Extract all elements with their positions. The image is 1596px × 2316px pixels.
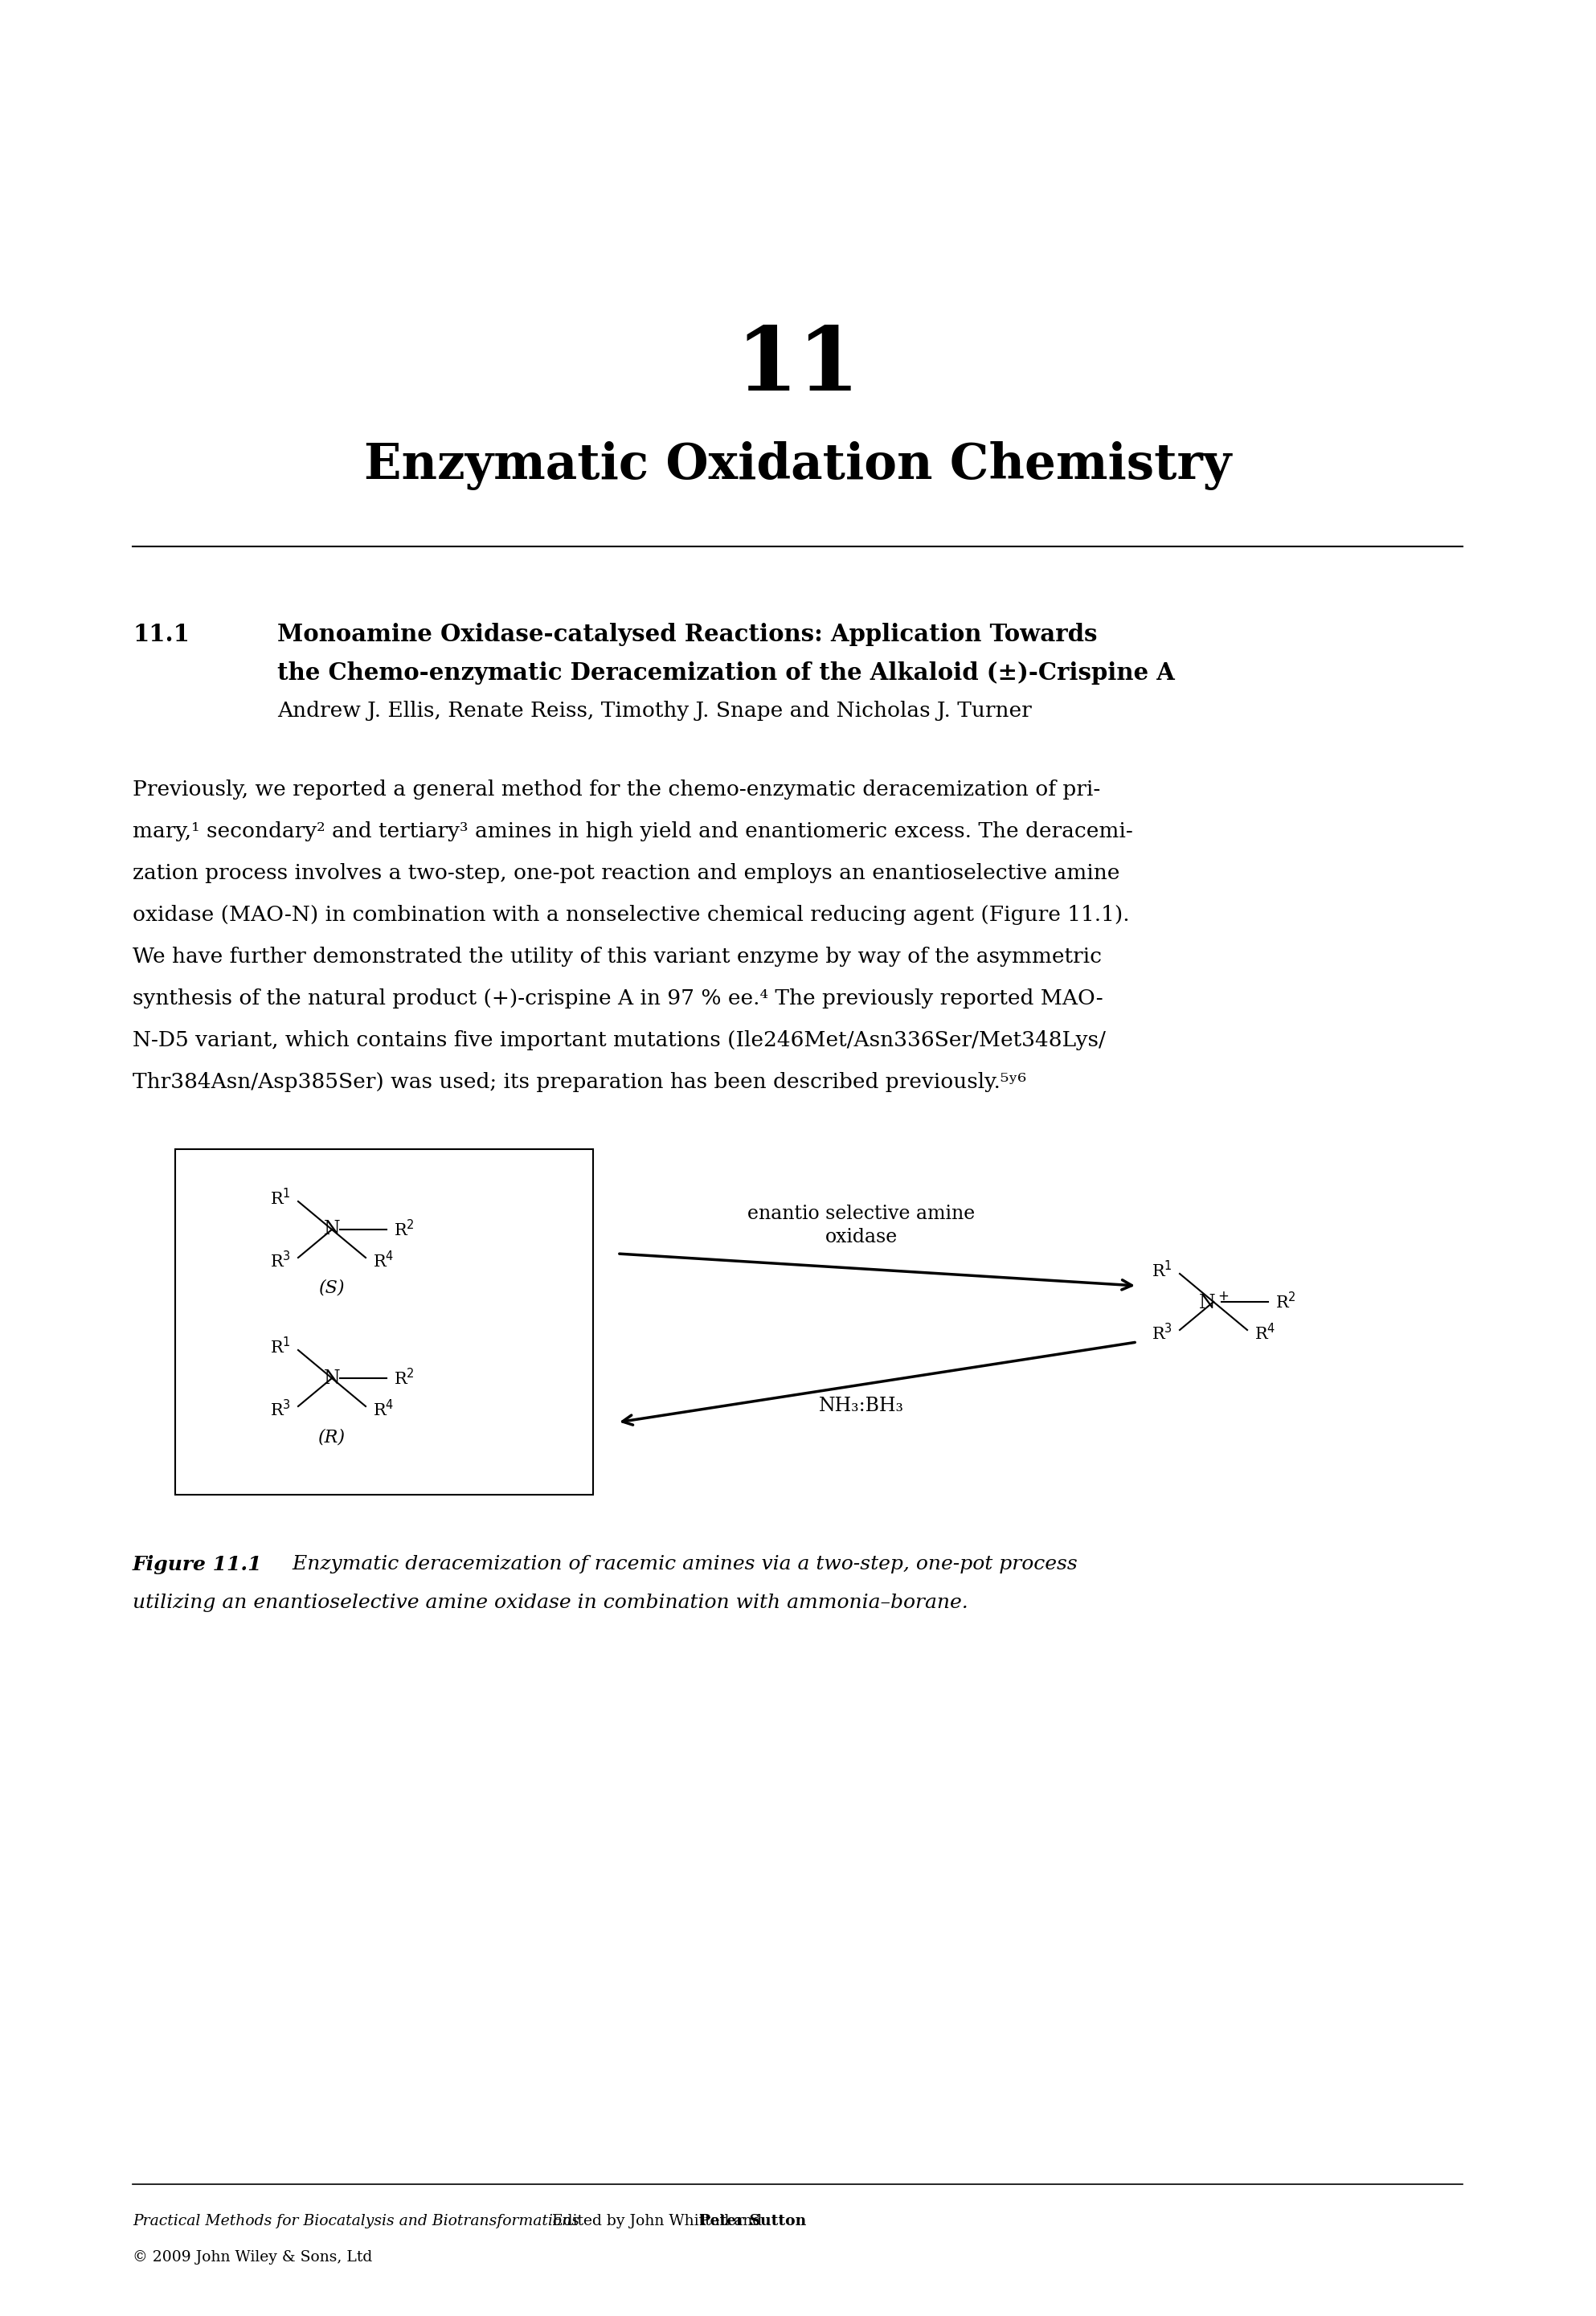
- Text: N$^+$: N$^+$: [1199, 1292, 1229, 1311]
- Text: Enzymatic deracemization of racemic amines via a two-step, one-pot process: Enzymatic deracemization of racemic amin…: [273, 1554, 1077, 1573]
- Text: Peter Sutton: Peter Sutton: [699, 2214, 806, 2228]
- Text: NH₃:BH₃: NH₃:BH₃: [819, 1397, 903, 1415]
- Text: Enzymatic Oxidation Chemistry: Enzymatic Oxidation Chemistry: [364, 442, 1232, 491]
- Text: R$^4$: R$^4$: [373, 1399, 394, 1420]
- Text: (S): (S): [319, 1278, 345, 1297]
- Text: Thr384Asn/Asp385Ser) was used; its preparation has been described previously.⁵ʸ⁶: Thr384Asn/Asp385Ser) was used; its prepa…: [132, 1072, 1026, 1093]
- Text: oxidase (MAO-N) in combination with a nonselective chemical reducing agent (Figu: oxidase (MAO-N) in combination with a no…: [132, 906, 1130, 924]
- Text: R$^4$: R$^4$: [373, 1251, 394, 1271]
- Text: N: N: [324, 1369, 340, 1387]
- Text: N-D5 variant, which contains five important mutations (Ile246Met/Asn336Ser/Met34: N-D5 variant, which contains five import…: [132, 1031, 1106, 1051]
- Text: Figure 11.1: Figure 11.1: [132, 1554, 262, 1575]
- Text: Practical Methods for Biocatalysis and Biotransformations: Practical Methods for Biocatalysis and B…: [132, 2214, 579, 2228]
- Text: 11.1: 11.1: [132, 623, 190, 646]
- Text: R$^1$: R$^1$: [270, 1336, 290, 1357]
- Text: R$^3$: R$^3$: [270, 1251, 290, 1271]
- Text: Previously, we reported a general method for the chemo-enzymatic deracemization : Previously, we reported a general method…: [132, 780, 1100, 799]
- Text: © 2009 John Wiley & Sons, Ltd: © 2009 John Wiley & Sons, Ltd: [132, 2251, 372, 2265]
- Text: N: N: [324, 1221, 340, 1239]
- Text: R$^3$: R$^3$: [270, 1399, 290, 1420]
- Text: enantio selective amine
oxidase: enantio selective amine oxidase: [747, 1204, 975, 1246]
- Text: Andrew J. Ellis, Renate Reiss, Timothy J. Snape and Nicholas J. Turner: Andrew J. Ellis, Renate Reiss, Timothy J…: [278, 702, 1031, 720]
- Text: utilizing an enantioselective amine oxidase in combination with ammonia–borane.: utilizing an enantioselective amine oxid…: [132, 1593, 969, 1612]
- Text: R$^3$: R$^3$: [1152, 1322, 1173, 1343]
- Text: R$^1$: R$^1$: [1152, 1260, 1173, 1281]
- Bar: [176, 1149, 594, 1494]
- Text: We have further demonstrated the utility of this variant enzyme by way of the as: We have further demonstrated the utility…: [132, 947, 1101, 966]
- Text: mary,¹ secondary² and tertiary³ amines in high yield and enantiomeric excess. Th: mary,¹ secondary² and tertiary³ amines i…: [132, 822, 1133, 841]
- Text: synthesis of the natural product (+)-crispine A in 97 % ee.⁴ The previously repo: synthesis of the natural product (+)-cri…: [132, 989, 1103, 1007]
- Text: Monoamine Oxidase-catalysed Reactions: Application Towards: Monoamine Oxidase-catalysed Reactions: A…: [278, 623, 1098, 646]
- Text: R$^2$: R$^2$: [394, 1221, 415, 1239]
- Text: R$^2$: R$^2$: [1275, 1292, 1296, 1311]
- Text: the Chemo-enzymatic Deracemization of the Alkaloid (±)-Crispine A: the Chemo-enzymatic Deracemization of th…: [278, 662, 1175, 686]
- Text: 11: 11: [736, 322, 860, 408]
- Text: R$^4$: R$^4$: [1254, 1322, 1275, 1343]
- Text: zation process involves a two-step, one-pot reaction and employs an enantioselec: zation process involves a two-step, one-…: [132, 864, 1120, 882]
- Text: R$^1$: R$^1$: [270, 1188, 290, 1209]
- Text: R$^2$: R$^2$: [394, 1369, 415, 1387]
- Text: (R): (R): [318, 1429, 346, 1445]
- Text: Edited by John Whittall and: Edited by John Whittall and: [543, 2214, 766, 2228]
